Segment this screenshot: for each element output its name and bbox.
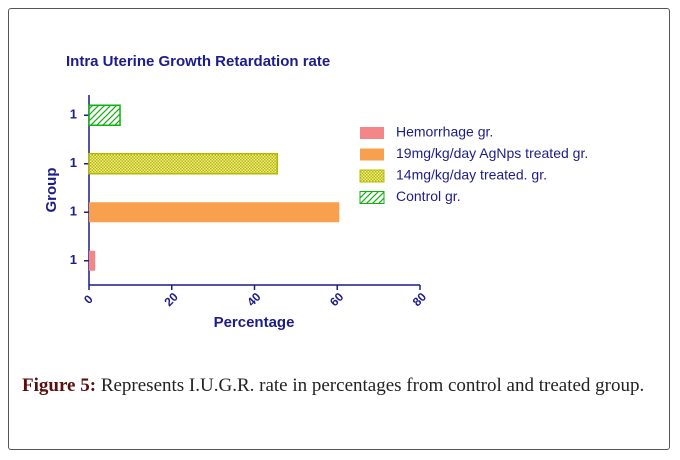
x-tick-label: 0 xyxy=(81,292,96,307)
bar xyxy=(89,202,340,223)
y-tick-label: 1 xyxy=(70,155,77,170)
legend-swatch xyxy=(359,169,385,183)
legend-label: 14mg/kg/day treated. gr. xyxy=(396,167,547,183)
bar xyxy=(89,250,96,271)
bar xyxy=(88,153,279,175)
x-axis-label: Percentage xyxy=(214,314,295,331)
x-tick-label: 60 xyxy=(327,290,347,310)
legend-swatch xyxy=(359,191,385,204)
chart: Intra Uterine Growth Retardation rate Pe… xyxy=(43,53,588,331)
x-tick-label: 20 xyxy=(161,290,181,310)
caption: Figure 5: Represents I.U.G.R. rate in pe… xyxy=(22,372,656,400)
y-tick-label: 1 xyxy=(70,204,77,219)
legend-swatch xyxy=(360,148,384,161)
caption-label: Figure 5: xyxy=(22,375,97,396)
figure-frame xyxy=(8,8,670,450)
legend-swatch xyxy=(360,127,384,139)
x-tick-label: 80 xyxy=(410,290,430,310)
y-axis-label: Group xyxy=(43,168,60,213)
y-tick-label: 1 xyxy=(70,107,77,122)
bar xyxy=(88,104,121,126)
y-tick-label: 1 xyxy=(70,252,77,267)
chart-title: Intra Uterine Growth Retardation rate xyxy=(66,53,330,70)
caption-text: Represents I.U.G.R. rate in percentages … xyxy=(100,375,645,396)
legend-label: Control gr. xyxy=(396,188,461,204)
x-tick-label: 40 xyxy=(244,290,264,310)
legend-label: 19mg/kg/day AgNps treated gr. xyxy=(396,145,588,161)
legend-label: Hemorrhage gr. xyxy=(396,124,493,140)
